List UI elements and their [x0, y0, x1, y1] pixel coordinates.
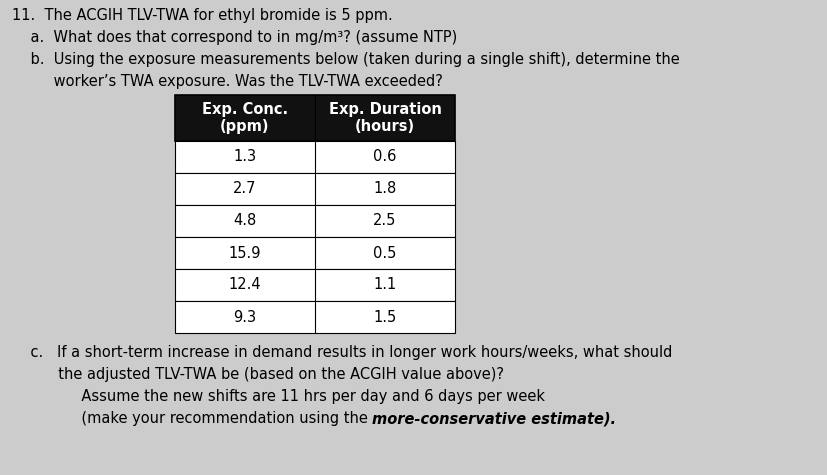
Text: (make your recommendation using the: (make your recommendation using the: [12, 411, 372, 426]
Text: a.  What does that correspond to in mg/m³? (assume NTP): a. What does that correspond to in mg/m³…: [12, 30, 457, 45]
Text: 4.8: 4.8: [233, 213, 256, 228]
Text: 1.5: 1.5: [373, 310, 396, 324]
Text: Exp. Conc.
(ppm): Exp. Conc. (ppm): [202, 102, 288, 134]
Text: b.  Using the exposure measurements below (taken during a single shift), determi: b. Using the exposure measurements below…: [12, 52, 679, 67]
Text: 2.5: 2.5: [373, 213, 396, 228]
Text: 0.5: 0.5: [373, 246, 396, 260]
Text: 1.1: 1.1: [373, 277, 396, 293]
Text: c.   If a short-term increase in demand results in longer work hours/weeks, what: c. If a short-term increase in demand re…: [12, 345, 672, 360]
Text: 0.6: 0.6: [373, 150, 396, 164]
Text: 1.8: 1.8: [373, 181, 396, 197]
Text: 2.7: 2.7: [233, 181, 256, 197]
Text: 15.9: 15.9: [228, 246, 261, 260]
Text: Exp. Duration
(hours): Exp. Duration (hours): [328, 102, 441, 134]
Text: 11.  The ACGIH TLV-TWA for ethyl bromide is 5 ppm.: 11. The ACGIH TLV-TWA for ethyl bromide …: [12, 8, 392, 23]
Text: the adjusted TLV-TWA be (based on the ACGIH value above)?: the adjusted TLV-TWA be (based on the AC…: [12, 367, 504, 382]
Text: Assume the new shifts are 11 hrs per day and 6 days per week: Assume the new shifts are 11 hrs per day…: [12, 389, 544, 404]
Text: 1.3: 1.3: [233, 150, 256, 164]
Text: worker’s TWA exposure. Was the TLV-TWA exceeded?: worker’s TWA exposure. Was the TLV-TWA e…: [12, 74, 442, 89]
Text: 12.4: 12.4: [228, 277, 261, 293]
Text: more-conservative estimate).: more-conservative estimate).: [372, 411, 616, 426]
Text: 9.3: 9.3: [233, 310, 256, 324]
